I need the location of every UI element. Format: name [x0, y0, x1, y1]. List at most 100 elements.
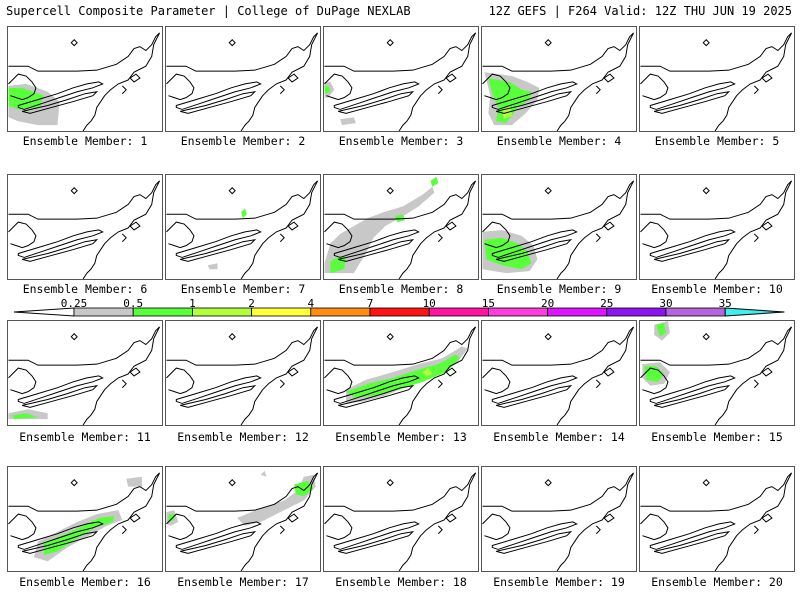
- map-boundary: [437, 233, 443, 243]
- map-boundary: [482, 32, 634, 72]
- map-boundary: [649, 375, 736, 404]
- map-boundary: [398, 32, 477, 131]
- ensemble-member-label: Ensemble Member: 12: [177, 430, 309, 444]
- ensemble-map-panel: [7, 174, 163, 280]
- color-scale-tick-label: 1: [189, 297, 196, 310]
- map-boundary: [129, 221, 141, 231]
- map-boundary: [82, 32, 161, 131]
- ensemble-map: [324, 326, 477, 425]
- scp-shading: [324, 186, 435, 274]
- ensemble-member-label: Ensemble Member: 13: [335, 430, 467, 444]
- map-boundary: [437, 525, 443, 535]
- ensemble-map-panel: [481, 466, 637, 572]
- scp-shading: [340, 117, 356, 126]
- scp-shading: [126, 476, 142, 487]
- map-boundary: [22, 531, 99, 554]
- map-boundary: [640, 73, 669, 101]
- map-boundary: [595, 525, 601, 535]
- map-boundary: [8, 221, 37, 249]
- ensemble-member-label: Ensemble Member: 5: [654, 134, 780, 148]
- ensemble-member-label: Ensemble Member: 3: [338, 134, 464, 148]
- map-boundary: [398, 180, 477, 279]
- map-boundary: [496, 239, 573, 262]
- map-boundary: [129, 73, 141, 83]
- scp-shading: [324, 85, 331, 94]
- scp-shading: [207, 263, 218, 270]
- map-boundary: [22, 385, 99, 408]
- map-boundary: [70, 187, 78, 195]
- map-boundary: [649, 81, 736, 110]
- ensemble-map-panel: [481, 26, 637, 132]
- map-boundary: [761, 73, 773, 83]
- scp-shading: [346, 354, 460, 398]
- map-boundary: [279, 525, 285, 535]
- color-scale-swatch: [724, 307, 785, 317]
- color-scale-tick-label: 4: [307, 297, 315, 310]
- scp-shading: [395, 214, 405, 223]
- map-boundary: [640, 472, 792, 512]
- color-scale-swatch: [665, 307, 726, 317]
- map-boundary: [338, 385, 415, 408]
- ensemble-map: [640, 32, 793, 131]
- map-boundary: [556, 180, 635, 279]
- map-boundary: [324, 513, 353, 541]
- map-boundary: [82, 180, 161, 279]
- map-boundary: [556, 32, 635, 131]
- ensemble-member-label: Ensemble Member: 2: [180, 134, 306, 148]
- map-boundary: [753, 85, 759, 95]
- map-boundary: [482, 221, 511, 249]
- ensemble-member-label: Ensemble Member: 8: [338, 282, 464, 296]
- map-boundary: [287, 73, 299, 83]
- map-boundary: [761, 367, 773, 377]
- map-boundary: [180, 91, 257, 114]
- map-boundary: [279, 85, 285, 95]
- map-boundary: [129, 513, 141, 523]
- ensemble-map: [8, 472, 161, 571]
- map-boundary: [338, 239, 415, 262]
- map-boundary: [287, 221, 299, 231]
- color-scale-tick-label: 7: [366, 297, 374, 310]
- ensemble-map-panel: [639, 320, 795, 426]
- map-boundary: [386, 39, 394, 47]
- scp-shading: [644, 366, 665, 382]
- ensemble-map-panel: [481, 174, 637, 280]
- color-scale-swatch: [487, 307, 548, 317]
- ensemble-map-panel: [639, 26, 795, 132]
- color-scale-tick-label: 2: [248, 297, 255, 310]
- color-scale-swatch: [606, 307, 667, 317]
- map-boundary: [166, 513, 195, 541]
- map-boundary: [386, 333, 394, 341]
- map-boundary: [491, 375, 578, 404]
- map-boundary: [544, 479, 552, 487]
- color-scale-tick-label: 20: [540, 297, 555, 310]
- ensemble-map: [640, 472, 793, 571]
- ensemble-member-label: Ensemble Member: 7: [180, 282, 306, 296]
- ensemble-map-panel: [7, 466, 163, 572]
- map-boundary: [482, 180, 634, 220]
- scp-shading: [237, 474, 316, 526]
- scp-shading: [260, 470, 267, 477]
- ensemble-map: [8, 180, 161, 279]
- map-boundary: [603, 221, 615, 231]
- map-boundary: [70, 333, 78, 341]
- map-boundary: [482, 513, 511, 541]
- ensemble-map-panel: [165, 26, 321, 132]
- map-boundary: [640, 32, 792, 72]
- map-boundary: [8, 73, 37, 101]
- ensemble-member-label: Ensemble Member: 15: [651, 430, 783, 444]
- map-boundary: [8, 472, 160, 512]
- ensemble-map-panel: [165, 466, 321, 572]
- color-scale-swatch: [369, 307, 430, 317]
- ensemble-map-panel: [7, 320, 163, 426]
- map-boundary: [228, 39, 236, 47]
- map-boundary: [654, 91, 731, 114]
- map-boundary: [17, 229, 104, 258]
- map-boundary: [753, 379, 759, 389]
- map-boundary: [654, 239, 731, 262]
- map-boundary: [17, 521, 104, 550]
- map-boundary: [491, 229, 578, 258]
- color-scale-swatch: [428, 307, 489, 317]
- color-scale-swatch: [547, 307, 608, 317]
- scp-shading: [294, 480, 314, 497]
- map-boundary: [702, 187, 710, 195]
